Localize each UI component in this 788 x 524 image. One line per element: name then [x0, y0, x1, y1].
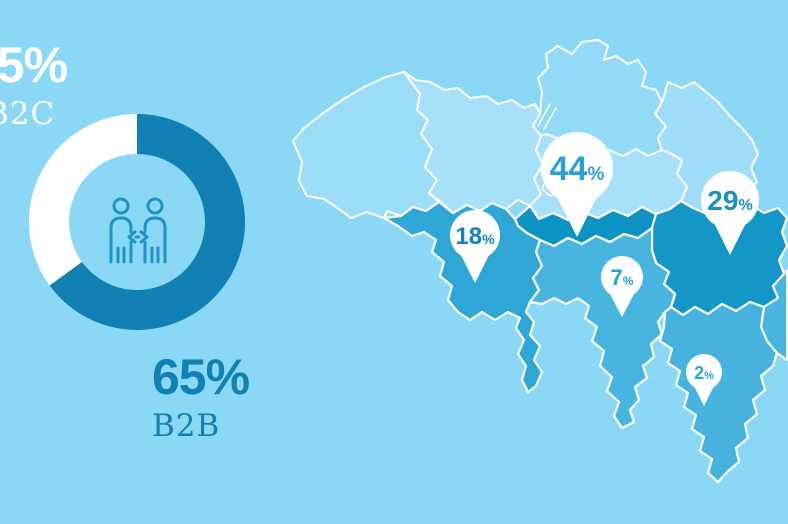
- map-pin-44: 44%: [541, 132, 613, 237]
- b2c-value: 35%: [0, 37, 68, 93]
- exchange-arrow-icon: [127, 230, 149, 244]
- region-west-flanders: [292, 71, 440, 219]
- pin-value-7: 7%: [611, 265, 634, 290]
- map-pin-29: 29%: [701, 171, 759, 255]
- map-pin-7: 7%: [601, 256, 643, 317]
- b2b-label: B2B: [152, 408, 221, 444]
- people-exchange-icon: [109, 197, 167, 264]
- b2b-value: 65%: [152, 349, 250, 405]
- region-namur: [528, 226, 677, 430]
- scheldt-river-lines: [537, 103, 557, 130]
- b2c-stat: 35% B2C: [0, 37, 68, 132]
- pin-value-2: 2%: [694, 363, 714, 383]
- pin-value-44: 44%: [550, 150, 605, 188]
- b2c-label: B2C: [0, 96, 56, 132]
- person-left: [109, 197, 133, 264]
- donut-hole: [69, 154, 205, 290]
- donut-chart: [29, 114, 245, 330]
- pin-value-29: 29%: [707, 185, 752, 216]
- region-hainaut: [382, 200, 544, 394]
- icon-strokes: [109, 197, 167, 264]
- region-luxembourg: [658, 300, 779, 484]
- person-right: [143, 197, 167, 264]
- map-pin-2: 2%: [686, 354, 722, 406]
- map-pin-18: 18%: [450, 210, 500, 283]
- pin-value-18: 18%: [455, 223, 495, 250]
- belgium-map: 44% 29% 18% 7% 2%: [292, 39, 788, 484]
- b2b-stat: 65% B2B: [152, 349, 250, 444]
